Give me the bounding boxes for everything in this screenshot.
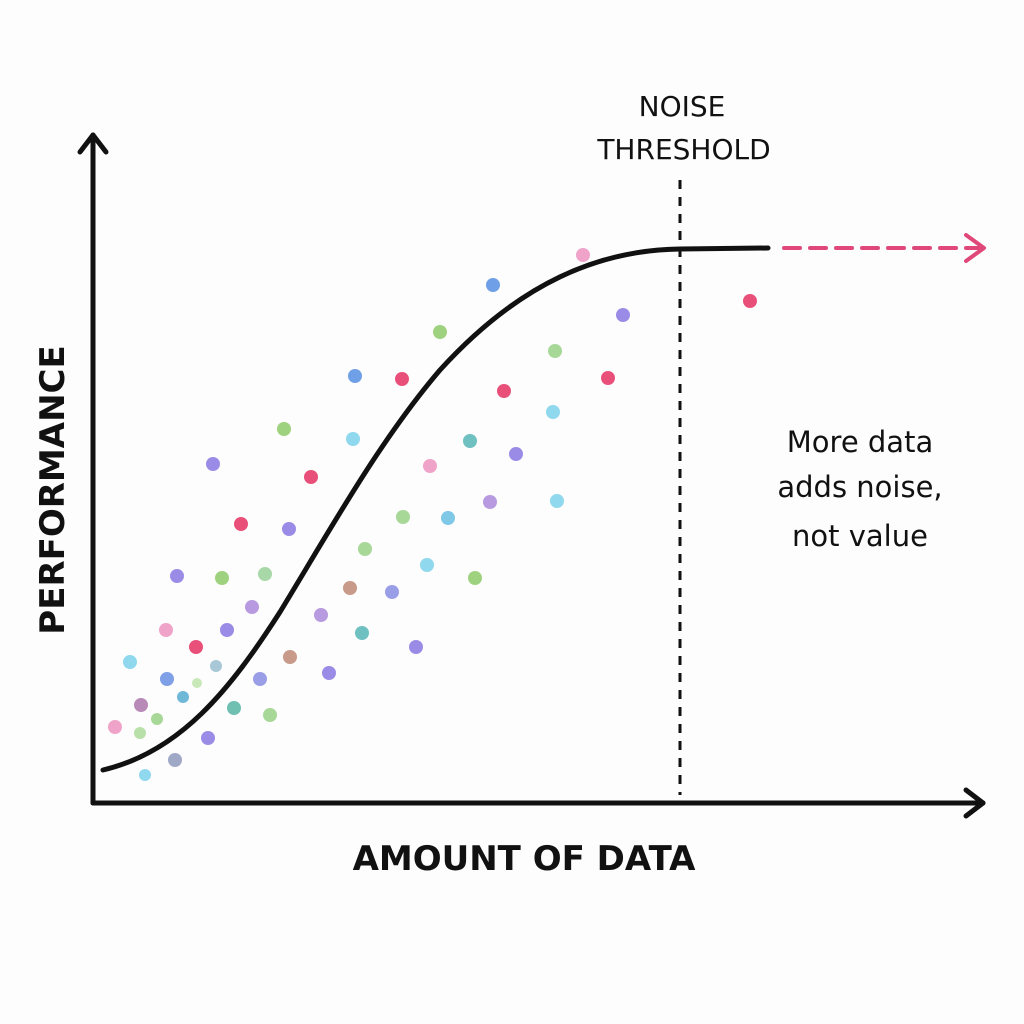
dot bbox=[151, 713, 163, 725]
dot bbox=[123, 655, 137, 669]
dot bbox=[468, 571, 482, 585]
dot bbox=[258, 567, 272, 581]
dot bbox=[282, 522, 296, 536]
dot bbox=[497, 384, 511, 398]
dot bbox=[314, 608, 328, 622]
dot bbox=[134, 727, 146, 739]
annotation: adds noise, bbox=[777, 470, 942, 504]
dot bbox=[322, 666, 336, 680]
threshold-label: NOISE bbox=[639, 90, 726, 123]
dot bbox=[170, 569, 184, 583]
dot bbox=[396, 510, 410, 524]
dot bbox=[548, 344, 562, 358]
dot bbox=[283, 650, 297, 664]
dot bbox=[234, 517, 248, 531]
dot bbox=[253, 672, 267, 686]
dot bbox=[346, 432, 360, 446]
dot bbox=[304, 470, 318, 484]
plateau-arrow bbox=[782, 233, 986, 263]
threshold-label: THRESHOLD bbox=[596, 133, 770, 166]
dot bbox=[546, 405, 560, 419]
dot bbox=[463, 434, 477, 448]
dot bbox=[423, 459, 437, 473]
dot bbox=[348, 369, 362, 383]
dot bbox=[177, 691, 189, 703]
dot bbox=[601, 371, 615, 385]
dot bbox=[441, 511, 455, 525]
annotation: not value bbox=[792, 519, 928, 553]
dot bbox=[420, 558, 434, 572]
scatter-dots bbox=[108, 248, 757, 781]
dot bbox=[108, 720, 122, 734]
dot bbox=[160, 672, 174, 686]
dot bbox=[277, 422, 291, 436]
dot bbox=[134, 698, 148, 712]
dot bbox=[358, 542, 372, 556]
dot bbox=[483, 495, 497, 509]
dot bbox=[395, 372, 409, 386]
dot bbox=[220, 623, 234, 637]
annotation: More data bbox=[787, 425, 933, 459]
dot bbox=[245, 600, 259, 614]
dot bbox=[355, 626, 369, 640]
dot bbox=[189, 640, 203, 654]
dot bbox=[201, 731, 215, 745]
dot bbox=[263, 708, 277, 722]
dot bbox=[168, 753, 182, 767]
axes bbox=[77, 132, 986, 819]
dot bbox=[616, 308, 630, 322]
dot bbox=[509, 447, 523, 461]
dot bbox=[159, 623, 173, 637]
arrowhead bbox=[964, 233, 986, 263]
dot bbox=[192, 678, 202, 688]
dot bbox=[210, 660, 222, 672]
dot bbox=[206, 457, 220, 471]
dot bbox=[486, 278, 500, 292]
x-axis-label: AMOUNT OF DATA bbox=[353, 839, 697, 879]
dot bbox=[343, 581, 357, 595]
performance-curve bbox=[100, 245, 771, 773]
y-arrowhead bbox=[77, 132, 109, 155]
dot bbox=[550, 494, 564, 508]
dot bbox=[139, 769, 151, 781]
dot bbox=[409, 640, 423, 654]
dot bbox=[433, 325, 447, 339]
dot bbox=[385, 585, 399, 599]
dot bbox=[227, 701, 241, 715]
dot bbox=[215, 571, 229, 585]
x-arrowhead bbox=[963, 787, 986, 819]
dot bbox=[743, 294, 757, 308]
dot bbox=[576, 248, 590, 262]
y-axis-label: PERFORMANCE bbox=[33, 345, 73, 634]
